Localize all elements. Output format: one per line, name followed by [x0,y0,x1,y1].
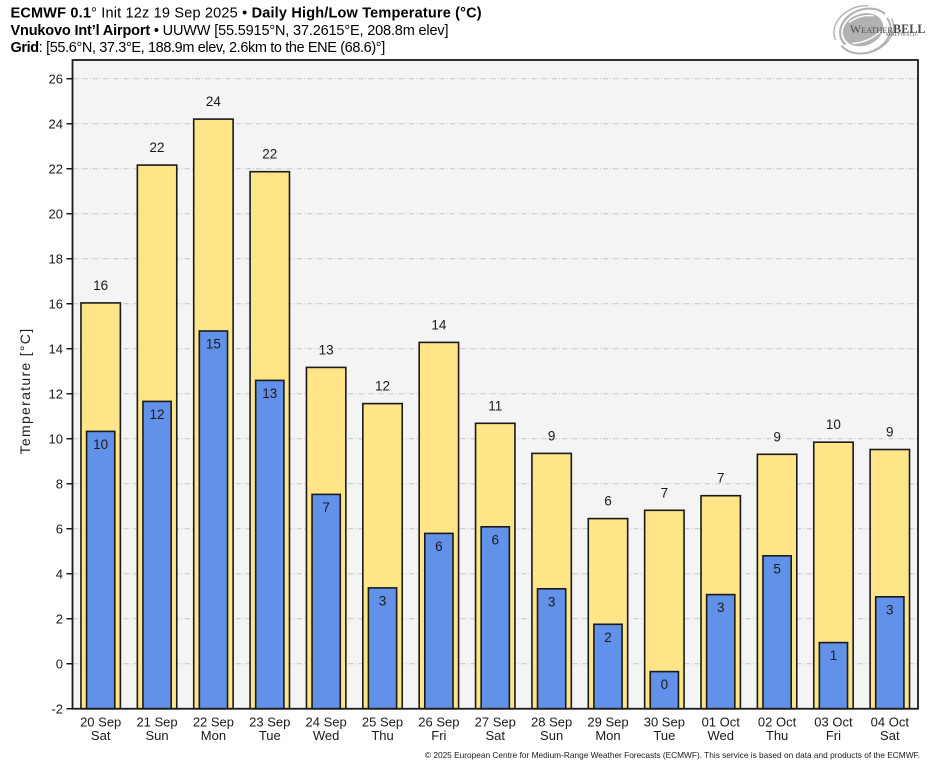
svg-text:26: 26 [49,71,63,86]
svg-text:Mon: Mon [201,728,226,743]
svg-text:Mon: Mon [595,728,620,743]
svg-text:28 Sep: 28 Sep [531,714,572,729]
svg-text:11: 11 [488,398,502,413]
svg-text:22 Sep: 22 Sep [193,714,234,729]
svg-text:3: 3 [886,602,894,617]
svg-text:-2: -2 [51,701,63,716]
svg-text:ECMWF 0.1° Init 12z 19 Sep 202: ECMWF 0.1° Init 12z 19 Sep 2025 • Daily … [11,5,482,21]
svg-text:10: 10 [826,417,841,432]
svg-text:6: 6 [56,521,63,536]
svg-text:3: 3 [548,594,556,609]
svg-text:Thu: Thu [766,728,788,743]
svg-text:Tue: Tue [653,728,675,743]
svg-text:WEATHERBELL: WEATHERBELL [850,22,925,36]
svg-text:15: 15 [206,337,221,352]
svg-text:Vnukovo Int’l Airport • UUWW [: Vnukovo Int’l Airport • UUWW [55.5915°N,… [11,23,449,39]
svg-text:12: 12 [150,407,165,422]
svg-text:10: 10 [49,431,63,446]
svg-text:Sat: Sat [91,728,111,743]
svg-text:27 Sep: 27 Sep [475,714,516,729]
svg-text:6: 6 [491,532,499,547]
svg-text:13: 13 [319,342,334,357]
svg-text:Fri: Fri [826,728,841,743]
svg-text:ANALYTICS LLC: ANALYTICS LLC [886,32,918,37]
svg-text:04 Oct: 04 Oct [871,714,910,729]
svg-text:22: 22 [262,147,277,162]
svg-text:16: 16 [49,296,63,311]
svg-text:0: 0 [56,656,63,671]
svg-text:01 Oct: 01 Oct [702,714,741,729]
svg-text:5: 5 [773,561,781,576]
svg-text:02 Oct: 02 Oct [758,714,797,729]
svg-text:Thu: Thu [371,728,393,743]
svg-text:9: 9 [773,429,781,444]
svg-text:03 Oct: 03 Oct [814,714,853,729]
svg-text:9: 9 [886,425,894,440]
svg-text:22: 22 [49,161,63,176]
svg-text:16: 16 [93,278,108,293]
svg-text:0: 0 [661,677,669,692]
svg-text:Fri: Fri [431,728,446,743]
svg-text:Sun: Sun [145,728,168,743]
svg-text:14: 14 [431,317,447,332]
svg-text:7: 7 [322,500,330,515]
svg-text:24 Sep: 24 Sep [306,714,347,729]
svg-text:3: 3 [379,593,387,608]
svg-text:4: 4 [56,566,63,581]
svg-text:18: 18 [49,251,63,266]
svg-text:9: 9 [548,428,556,443]
svg-text:14: 14 [49,341,63,356]
svg-text:7: 7 [661,485,669,500]
svg-text:25 Sep: 25 Sep [362,714,403,729]
svg-text:13: 13 [262,386,277,401]
svg-text:26 Sep: 26 Sep [418,714,459,729]
svg-text:Sun: Sun [540,728,563,743]
svg-text:29 Sep: 29 Sep [587,714,628,729]
svg-text:8: 8 [56,476,63,491]
svg-text:6: 6 [435,539,443,554]
svg-text:20 Sep: 20 Sep [80,714,121,729]
svg-text:Temperature [°C]: Temperature [°C] [17,328,33,455]
svg-text:20: 20 [49,206,63,221]
svg-text:12: 12 [375,379,390,394]
svg-text:22: 22 [150,140,165,155]
svg-text:© 2025 European Centre for Med: © 2025 European Centre for Medium-Range … [425,750,920,760]
svg-text:Wed: Wed [313,728,340,743]
svg-text:Tue: Tue [259,728,281,743]
svg-text:24: 24 [206,94,222,109]
svg-text:Grid: [55.6°N, 37.3°E, 188.9m: Grid: [55.6°N, 37.3°E, 188.9m elev, 2.6k… [11,40,385,56]
svg-text:Sat: Sat [880,728,900,743]
svg-text:10: 10 [93,437,108,452]
svg-text:24: 24 [49,116,63,131]
svg-text:Sat: Sat [485,728,505,743]
svg-text:21 Sep: 21 Sep [136,714,177,729]
svg-text:2: 2 [56,611,63,626]
svg-text:30 Sep: 30 Sep [644,714,685,729]
svg-text:1: 1 [830,648,838,663]
svg-text:3: 3 [717,600,725,615]
svg-text:12: 12 [49,386,63,401]
svg-text:2: 2 [604,630,612,645]
svg-text:6: 6 [604,494,612,509]
svg-text:7: 7 [717,471,725,486]
svg-text:Wed: Wed [707,728,734,743]
svg-text:23 Sep: 23 Sep [249,714,290,729]
